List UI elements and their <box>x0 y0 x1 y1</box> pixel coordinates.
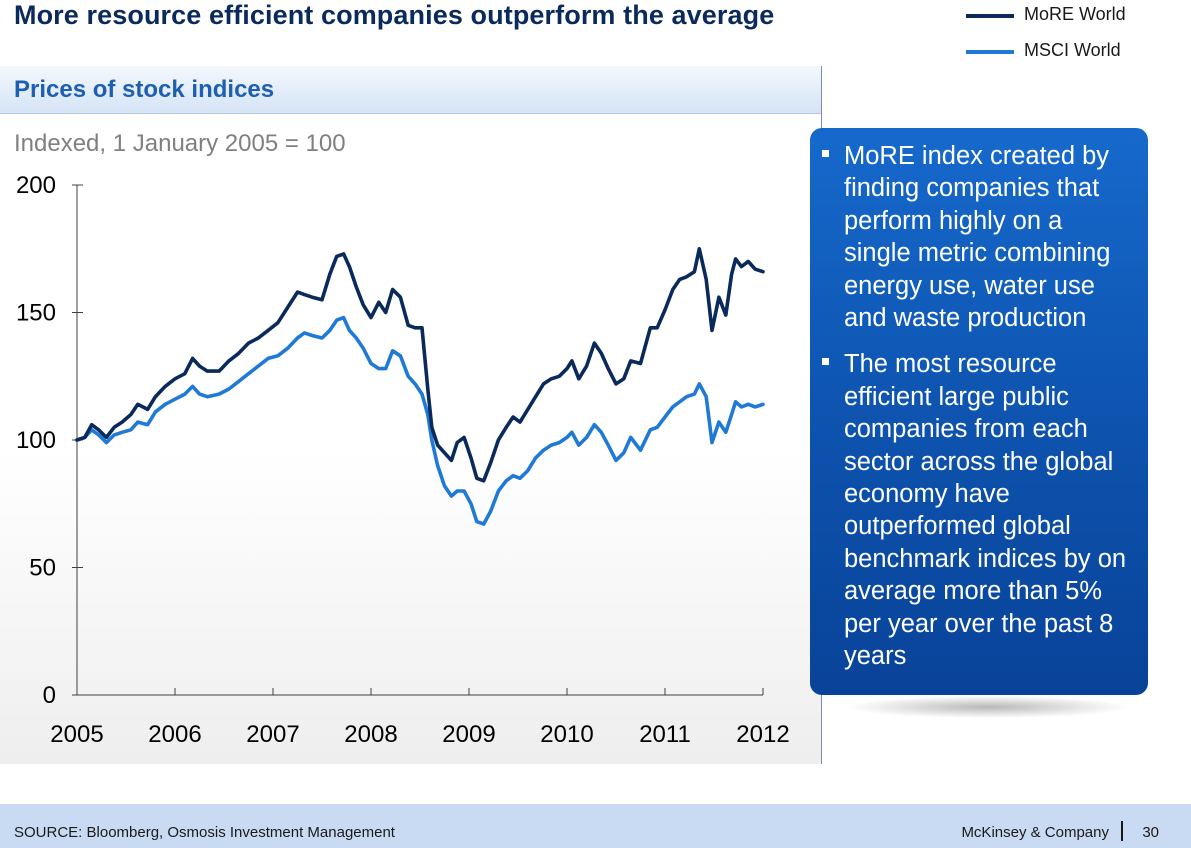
y-tick-label: 150 <box>16 300 56 327</box>
footer-divider <box>1121 821 1123 841</box>
y-tick-label: 0 <box>43 682 56 709</box>
y-tick-label: 100 <box>16 427 56 454</box>
x-tick-label: 2009 <box>442 721 495 748</box>
chart-panel-header: Prices of stock indices <box>0 66 821 114</box>
slide-title: More resource efficient companies outper… <box>14 0 775 30</box>
footer-bar: SOURCE: Bloomberg, Osmosis Investment Ma… <box>0 804 1191 848</box>
key-points-callout: MoRE index created by finding companies … <box>810 128 1148 695</box>
callout-bullet-text: MoRE index created by finding companies … <box>844 142 1111 333</box>
y-tick-label: 200 <box>16 172 56 199</box>
stock-index-chart: 0 50 100 150 200 2005 2006 2007 2008 2009 2010 2011… <box>16 172 790 748</box>
x-tick-label: 2005 <box>50 721 103 748</box>
x-tick-label: 2006 <box>148 721 201 748</box>
x-tick-label: 2011 <box>639 721 691 748</box>
bullet-marker <box>822 358 829 366</box>
y-tick-label: 50 <box>29 555 56 582</box>
callout-bullet: The most resource efficient large public… <box>820 348 1134 672</box>
callout-shadow <box>850 696 1126 718</box>
chart-title: Prices of stock indices <box>14 76 275 103</box>
chart-panel: Prices of stock indices Indexed, 1 Janua… <box>0 66 822 764</box>
x-tick-label: 2012 <box>736 721 789 748</box>
legend-label-more-world: MoRE World <box>1024 4 1126 24</box>
series-line-more-world <box>75 247 765 483</box>
callout-bullet-text: The most resource efficient large public… <box>844 350 1127 671</box>
x-tick-label: 2008 <box>344 721 397 748</box>
legend-swatch-msci-world <box>966 50 1014 54</box>
series-line-msci-world <box>75 315 765 526</box>
chart-subtitle: Indexed, 1 January 2005 = 100 <box>14 130 346 157</box>
legend-label-msci-world: MSCI World <box>1024 40 1121 60</box>
legend-swatch-more-world <box>966 14 1014 18</box>
bullet-marker <box>822 150 829 157</box>
brand-name: McKinsey & Company <box>961 824 1109 841</box>
source-note: SOURCE: Bloomberg, Osmosis Investment Ma… <box>14 824 395 841</box>
callout-bullet: MoRE index created by finding companies … <box>820 140 1134 334</box>
x-tick-label: 2007 <box>246 721 299 748</box>
legend-item-msci-world: MSCI World <box>966 40 1186 64</box>
legend-item-more-world: MoRE World <box>966 4 1186 28</box>
x-tick-label: 2010 <box>540 721 593 748</box>
page-number: 30 <box>1142 824 1159 841</box>
